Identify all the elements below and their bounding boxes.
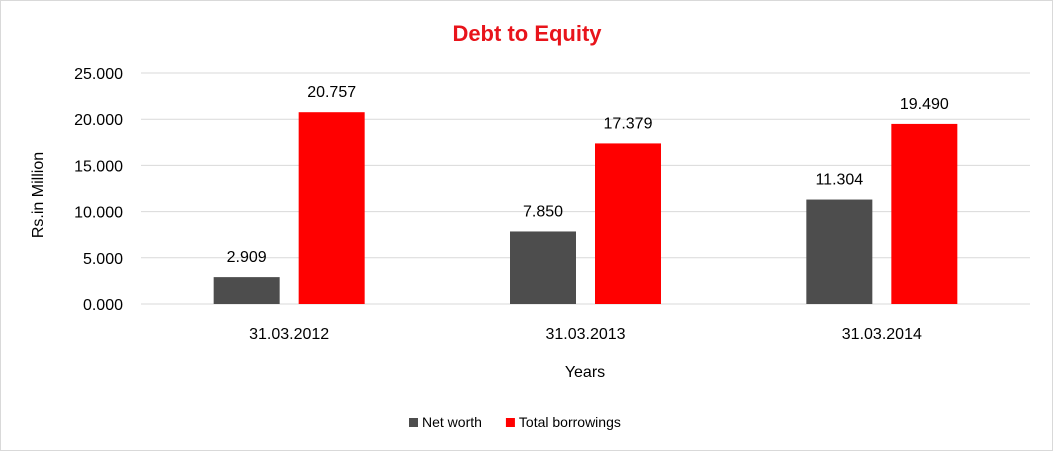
- x-axis-title: Years: [565, 364, 605, 381]
- bars: [213, 112, 958, 304]
- bar-total-borrowings: [595, 143, 661, 304]
- x-axis-ticks: 31.03.2012 31.03.2013 31.03.2014: [249, 326, 922, 343]
- bar-net-worth: [510, 231, 576, 304]
- bar-net-worth: [213, 277, 280, 304]
- y-tick-label: 0.000: [83, 297, 123, 314]
- x-tick-label: 31.03.2013: [545, 326, 625, 343]
- x-tick-label: 31.03.2012: [249, 326, 329, 343]
- legend-swatch: [505, 418, 515, 427]
- data-label: 20.757: [307, 84, 356, 101]
- y-axis-title: Rs.in Million: [30, 152, 47, 238]
- y-tick-label: 10.000: [74, 205, 123, 222]
- data-label: 2.909: [227, 249, 267, 266]
- y-tick-label: 20.000: [74, 112, 123, 129]
- bar-total-borrowings: [298, 112, 365, 304]
- y-axis-ticks: 0.000 5.000 10.000 15.000 20.000 25.000: [74, 66, 123, 314]
- x-tick-label: 31.03.2014: [842, 326, 922, 343]
- y-tick-label: 25.000: [74, 66, 123, 83]
- data-label: 19.490: [900, 96, 949, 113]
- chart-title: Debt to Equity: [452, 21, 602, 46]
- bar-net-worth: [806, 199, 873, 304]
- y-tick-label: 15.000: [74, 158, 123, 175]
- gridlines: [141, 72, 1030, 305]
- data-label: 17.379: [604, 115, 653, 132]
- legend: Net worth Total borrowings: [409, 414, 621, 430]
- data-label: 11.304: [815, 172, 863, 189]
- legend-swatch: [409, 418, 418, 427]
- y-tick-label: 5.000: [83, 251, 123, 268]
- data-label: 7.850: [523, 203, 563, 220]
- bar-total-borrowings: [891, 123, 958, 304]
- legend-label: Total borrowings: [519, 414, 621, 430]
- legend-label: Net worth: [422, 414, 482, 430]
- data-labels: 2.909 20.757 7.850 17.379 11.304 19.490: [227, 84, 949, 266]
